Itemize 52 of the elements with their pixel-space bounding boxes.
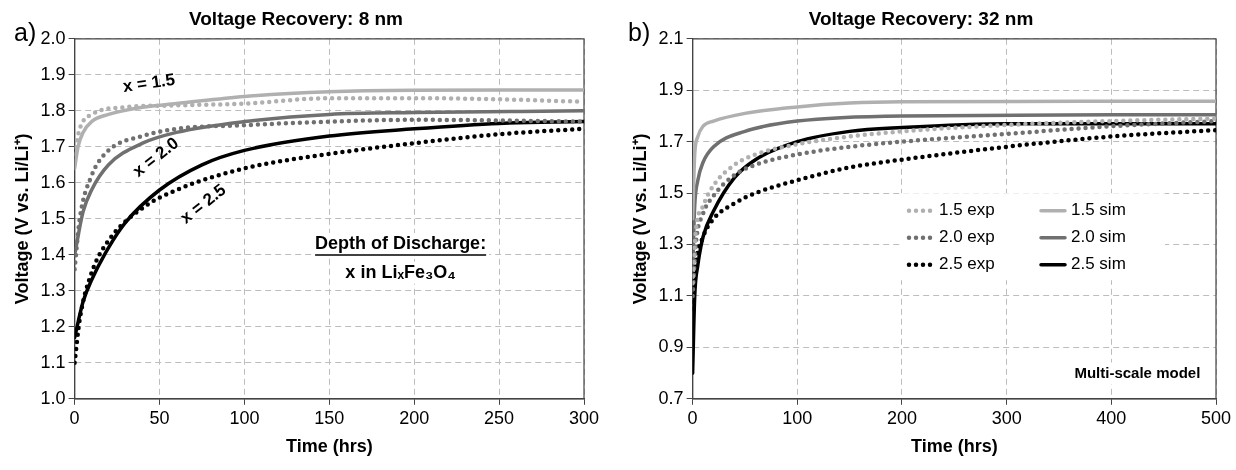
y-tick-label: 1.1 xyxy=(658,284,684,305)
x-tick-label: 500 xyxy=(1200,407,1232,428)
y-tick-label: 1.9 xyxy=(40,63,66,84)
y-axis-title: Voltage (V vs. Li/Li⁺) xyxy=(11,133,32,305)
y-tick-label: 2.1 xyxy=(658,27,684,48)
text: a) xyxy=(14,17,37,46)
chart-title: Voltage Recovery: 8 nm xyxy=(188,7,404,29)
y-axis-title: Voltage (V vs. Li/Li⁺) xyxy=(629,133,650,305)
y-tick-label: 1.7 xyxy=(658,130,684,151)
x-axis-title: Time (hrs) xyxy=(910,436,998,457)
annotation: x = 1.5 xyxy=(121,69,177,97)
x-tick-label: 0 xyxy=(69,407,80,428)
legend-label: 2.5 sim xyxy=(1071,254,1126,274)
x-tick-label: 100 xyxy=(229,407,260,428)
legend-label: 1.5 sim xyxy=(1071,200,1126,220)
y-tick-label: 1.0 xyxy=(40,387,66,408)
y-tick-label: 0.7 xyxy=(658,387,684,408)
y-tick-label: 1.1 xyxy=(40,351,66,372)
annotation: x = 2.0 xyxy=(129,133,183,181)
y-tick-label: 1.9 xyxy=(658,79,684,100)
x-tick-label: 200 xyxy=(886,407,917,428)
x-tick-label: 50 xyxy=(149,407,170,428)
y-tick-label: 1.4 xyxy=(40,243,66,264)
text: b) xyxy=(628,17,651,46)
x-tick-label: 300 xyxy=(991,407,1022,428)
x-axis-title: Time (hrs) xyxy=(285,436,373,457)
x-tick-label: 300 xyxy=(568,407,600,428)
x-tick-label: 200 xyxy=(399,407,430,428)
y-tick-label: 1.8 xyxy=(40,99,66,120)
annotation: Depth of Discharge: xyxy=(315,232,487,253)
x-tick-label: 150 xyxy=(314,407,345,428)
x-tick-label: 250 xyxy=(484,407,515,428)
y-tick-label: 1.3 xyxy=(40,279,66,300)
legend-label: 1.5 exp xyxy=(939,200,995,220)
x-tick-label: 400 xyxy=(1096,407,1127,428)
y-tick-label: 1.5 xyxy=(40,207,66,228)
annotation: x in LiₓFe₃O₄ xyxy=(345,261,456,282)
y-tick-label: 1.7 xyxy=(40,135,66,156)
y-tick-label: 1.3 xyxy=(658,233,684,254)
annotation: x = 2.5 xyxy=(176,180,230,228)
y-tick-label: 1.5 xyxy=(658,182,684,203)
legend-label: 2.0 sim xyxy=(1071,227,1126,247)
annotation: Multi-scale model xyxy=(1074,363,1201,381)
y-tick-label: 1.6 xyxy=(40,171,66,192)
legend-label: 2.5 exp xyxy=(939,254,995,274)
x-tick-label: 100 xyxy=(782,407,813,428)
chart-title: Voltage Recovery: 32 nm xyxy=(808,7,1034,29)
y-tick-label: 1.2 xyxy=(40,315,66,336)
y-tick-label: 0.9 xyxy=(658,336,684,357)
legend-label: 2.0 exp xyxy=(939,227,995,247)
x-tick-label: 0 xyxy=(687,407,698,428)
y-tick-label: 2.0 xyxy=(40,27,66,48)
